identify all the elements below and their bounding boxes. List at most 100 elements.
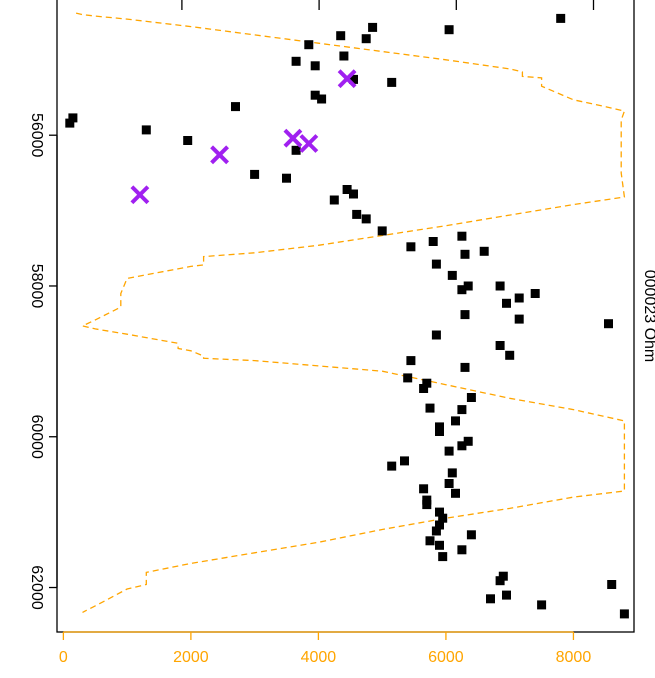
- top-axis: [181, 0, 595, 10]
- data-point: [431, 259, 441, 269]
- data-point: [604, 319, 613, 329]
- data-point: [444, 25, 454, 35]
- data-point: [425, 536, 435, 546]
- data-point: [377, 226, 387, 236]
- data-point: [495, 281, 505, 291]
- data-point: [349, 74, 358, 84]
- data-point: [304, 40, 314, 50]
- cross-stroke: [283, 128, 303, 148]
- data-point: [250, 169, 260, 179]
- data-point: [317, 94, 327, 104]
- data-point: [514, 293, 524, 303]
- data-point: [457, 231, 467, 241]
- bottom-tick-label: 4000: [301, 649, 337, 666]
- data-point: [342, 185, 352, 194]
- data-point: [537, 600, 547, 610]
- data-point: [435, 427, 444, 436]
- data-point: [514, 314, 524, 324]
- cross-stroke: [210, 145, 229, 165]
- bottom-tick-label: 8000: [556, 649, 592, 666]
- data-point: [435, 520, 444, 530]
- series-line: [75, 12, 626, 613]
- data-point: [422, 378, 432, 388]
- data-point: [457, 285, 467, 295]
- data-point: [556, 13, 566, 23]
- data-point: [451, 416, 460, 426]
- cross-stroke: [337, 69, 357, 89]
- data-point: [502, 590, 511, 600]
- data-point: [444, 479, 454, 488]
- cross-stroke: [130, 185, 150, 205]
- left-axis: 56000 58000 60000 62000: [28, 113, 58, 610]
- data-point: [183, 136, 193, 145]
- data-point: [291, 145, 301, 155]
- left-tick-label: 58000: [28, 264, 45, 309]
- data-point: [141, 125, 151, 135]
- data-point: [460, 310, 470, 320]
- data-point: [419, 484, 429, 494]
- data-point: [349, 189, 358, 199]
- data-point: [457, 405, 467, 415]
- data-point: [406, 356, 416, 366]
- data-point: [619, 609, 629, 619]
- data-point: [65, 118, 75, 128]
- data-point: [422, 500, 432, 510]
- left-tick-label: 56000: [28, 113, 45, 158]
- data-point: [438, 552, 448, 562]
- data-point: [400, 456, 409, 466]
- data-point: [329, 195, 339, 205]
- data-point: [282, 173, 291, 183]
- left-tick-label: 60000: [28, 414, 45, 459]
- data-point: [387, 461, 397, 471]
- points-layer: [65, 13, 629, 619]
- data-point: [447, 270, 457, 280]
- bottom-tick-label: 2000: [173, 649, 209, 666]
- data-point: [479, 246, 489, 256]
- data-point: [339, 51, 349, 61]
- data-point: [435, 422, 444, 432]
- bottom-axis: 0 2000 4000 6000 8000: [59, 631, 592, 666]
- crosses-layer: [130, 69, 357, 205]
- data-point: [403, 373, 413, 383]
- data-point: [435, 540, 444, 550]
- data-point: [435, 507, 444, 517]
- cross-marker: [210, 145, 229, 165]
- data-point: [466, 393, 476, 402]
- data-point: [505, 350, 515, 360]
- data-point: [438, 513, 448, 523]
- data-point: [368, 22, 378, 32]
- bottom-tick-label: 0: [59, 649, 68, 666]
- dashed-line-layer: [75, 12, 626, 613]
- data-point: [495, 576, 505, 586]
- data-point: [425, 403, 435, 413]
- data-point: [68, 113, 78, 123]
- cross-marker: [337, 69, 357, 89]
- left-tick-label: 62000: [28, 565, 45, 610]
- data-point: [387, 77, 397, 87]
- data-point: [457, 545, 467, 555]
- data-point: [530, 289, 540, 298]
- data-point: [444, 446, 454, 456]
- cross-marker: [299, 134, 319, 153]
- data-point: [457, 441, 467, 451]
- data-point: [460, 249, 470, 259]
- data-point: [447, 468, 457, 478]
- data-point: [486, 594, 495, 604]
- data-point: [352, 209, 362, 219]
- data-point: [419, 384, 429, 393]
- data-point: [431, 330, 441, 340]
- data-point: [361, 34, 371, 44]
- data-point: [291, 56, 301, 66]
- bottom-tick-label: 6000: [428, 649, 464, 666]
- cross-marker: [283, 128, 303, 148]
- data-point: [406, 242, 416, 252]
- data-point: [607, 580, 617, 589]
- data-point: [231, 102, 240, 112]
- data-point: [460, 362, 470, 372]
- data-point: [502, 298, 511, 308]
- cross-stroke: [299, 134, 319, 153]
- data-point: [431, 526, 441, 536]
- data-point: [451, 488, 460, 498]
- cross-marker: [130, 185, 150, 205]
